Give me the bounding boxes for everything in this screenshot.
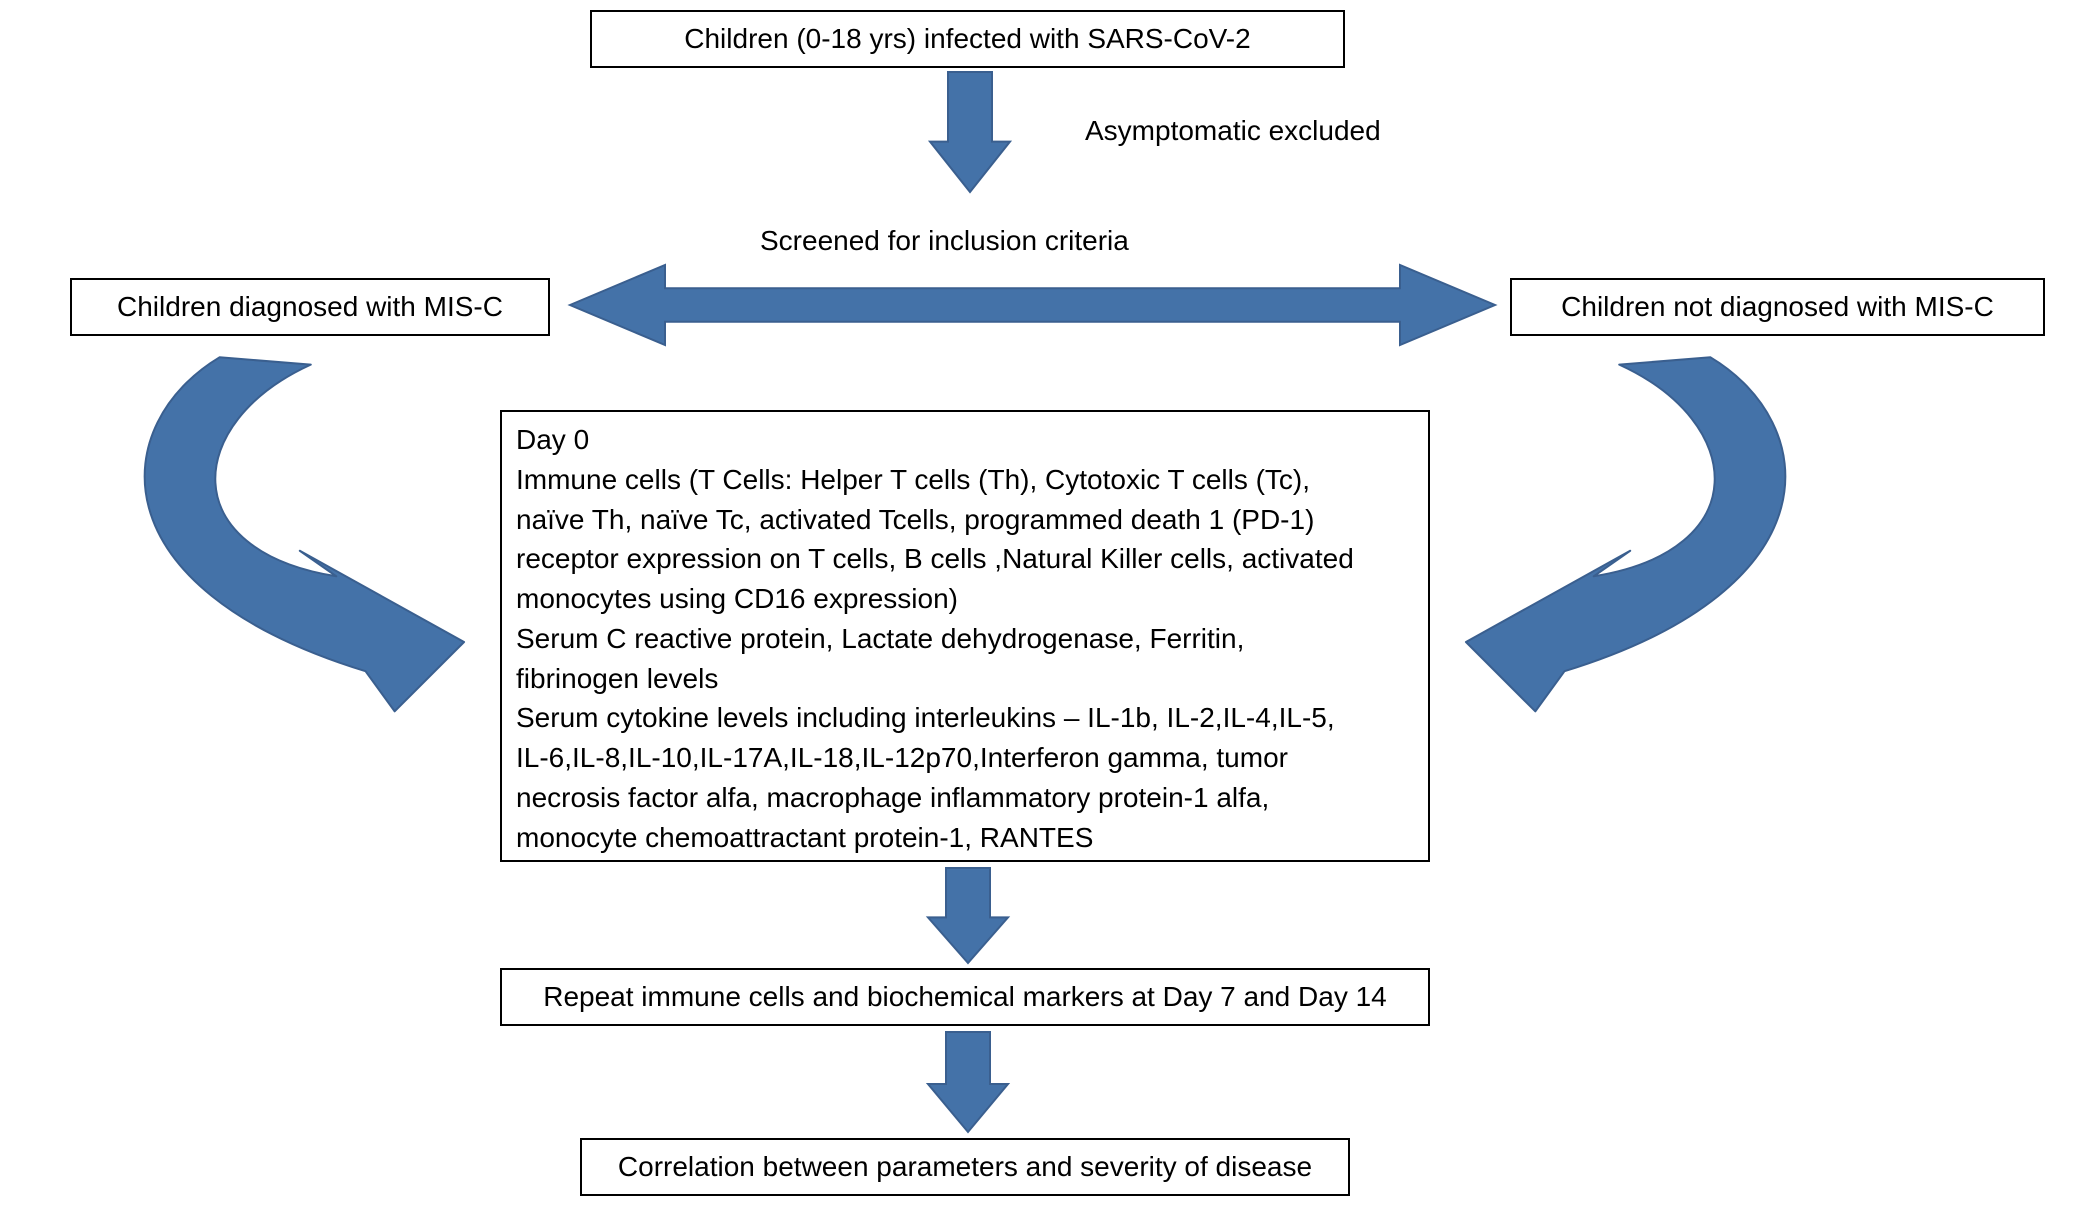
day0-line: monocytes using CD16 expression) — [516, 579, 1354, 619]
box-repeat-text: Repeat immune cells and biochemical mark… — [543, 981, 1387, 1013]
box-misc-diagnosed: Children diagnosed with MIS-C — [70, 278, 550, 336]
arrow-double-horiz — [570, 265, 1495, 345]
label-asymptomatic-excluded: Asymptomatic excluded — [1085, 115, 1381, 147]
label-screened: Screened for inclusion criteria — [760, 225, 1129, 257]
box-day0-measures: Day 0Immune cells (T Cells: Helper T cel… — [500, 410, 1430, 862]
day0-line: fibrinogen levels — [516, 659, 1354, 699]
flowchart-canvas: Children (0-18 yrs) infected with SARS-C… — [0, 0, 2094, 1224]
box-right-text: Children not diagnosed with MIS-C — [1561, 291, 1994, 323]
box-left-text: Children diagnosed with MIS-C — [117, 291, 503, 323]
arrow-down-2 — [928, 868, 1008, 963]
day0-line: naïve Th, naïve Tc, activated Tcells, pr… — [516, 500, 1354, 540]
day0-line: receptor expression on T cells, B cells … — [516, 539, 1354, 579]
box-repeat-measures: Repeat immune cells and biochemical mark… — [500, 968, 1430, 1026]
box-correlation: Correlation between parameters and sever… — [580, 1138, 1350, 1196]
day0-line: monocyte chemoattractant protein-1, RANT… — [516, 818, 1354, 858]
day0-line: Serum C reactive protein, Lactate dehydr… — [516, 619, 1354, 659]
box-corr-text: Correlation between parameters and sever… — [618, 1151, 1312, 1183]
day0-text-block: Day 0Immune cells (T Cells: Helper T cel… — [516, 420, 1354, 857]
day0-line: necrosis factor alfa, macrophage inflamm… — [516, 778, 1354, 818]
box-top-entry: Children (0-18 yrs) infected with SARS-C… — [590, 10, 1345, 68]
box-top-text: Children (0-18 yrs) infected with SARS-C… — [684, 23, 1250, 55]
arrow-curve-right — [1455, 350, 1820, 715]
day0-line: Serum cytokine levels including interleu… — [516, 698, 1354, 738]
day0-line: Immune cells (T Cells: Helper T cells (T… — [516, 460, 1354, 500]
day0-line: IL-6,IL-8,IL-10,IL-17A,IL-18,IL-12p70,In… — [516, 738, 1354, 778]
arrow-curve-left — [110, 350, 475, 715]
arrow-down-1 — [930, 72, 1010, 192]
day0-line: Day 0 — [516, 420, 1354, 460]
box-not-misc: Children not diagnosed with MIS-C — [1510, 278, 2045, 336]
arrow-down-3 — [928, 1032, 1008, 1132]
